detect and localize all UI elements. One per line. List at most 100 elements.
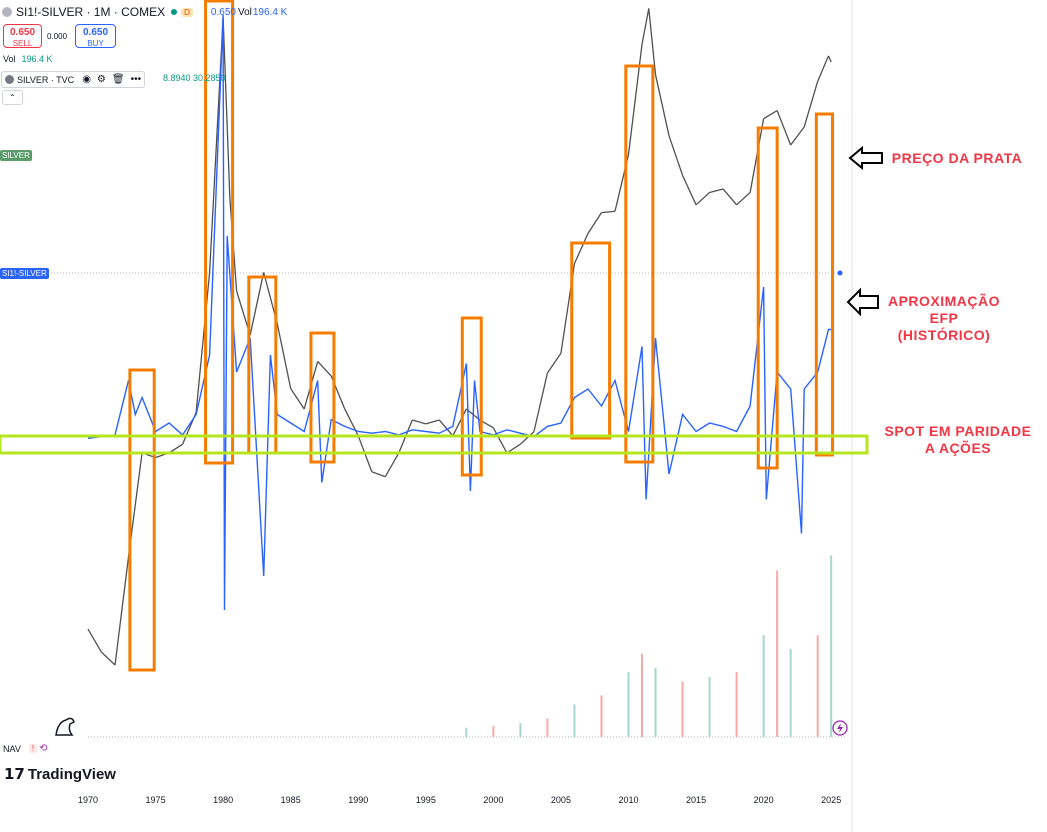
price-segment — [290, 388, 305, 410]
price-segment — [654, 74, 670, 136]
overlay-values: 8.8940 30.2850 — [163, 73, 226, 83]
price-segment — [519, 431, 535, 445]
sell-button[interactable]: 0.650 SELL — [3, 24, 42, 48]
highlight-box — [204, 0, 235, 465]
price-segment — [803, 81, 819, 128]
highlight-box — [756, 126, 779, 470]
volume-bar — [641, 653, 644, 737]
data-badge[interactable]: D — [181, 7, 193, 17]
lightning-glyph-icon — [837, 723, 843, 733]
x-tick-label: 2020 — [754, 795, 774, 805]
price-segment — [695, 192, 711, 206]
alert-icon[interactable]: ! — [28, 744, 38, 753]
volume-bar — [654, 667, 657, 737]
price-readout: 0.650 — [210, 6, 236, 18]
price-segment — [573, 233, 589, 264]
buy-button[interactable]: 0.650 BUY — [75, 24, 116, 48]
price-segment — [641, 8, 650, 45]
efp-annotation-line2: (HISTÓRICO) — [897, 327, 991, 343]
price-segment — [722, 188, 738, 206]
settings-icon[interactable]: ⚙ — [96, 74, 106, 85]
eye-icon[interactable]: ◉ — [82, 74, 91, 85]
volume-bar — [573, 704, 576, 737]
price-segment — [87, 628, 103, 653]
efp-arrow-icon — [846, 287, 879, 317]
spread-line — [87, 14, 832, 611]
volume-bar — [776, 570, 779, 737]
x-tick-label: 1975 — [146, 795, 166, 805]
x-tick-label: 2005 — [551, 795, 571, 805]
price-segment — [817, 55, 830, 82]
x-tick-label: 2025 — [821, 795, 841, 805]
volume-bar — [816, 635, 819, 737]
volume-bar — [762, 635, 765, 737]
vol-readout: Vol — [237, 6, 252, 18]
price-segment — [681, 175, 697, 206]
price-segment — [101, 651, 116, 666]
price-segment — [317, 361, 332, 377]
price-segment — [587, 212, 603, 234]
sell-label: SELL — [12, 39, 33, 48]
price-arrow-icon — [848, 145, 883, 171]
spot-annotation-line2: A AÇÕES — [924, 440, 992, 456]
price-segment — [384, 452, 400, 478]
symbol-title[interactable]: SI1!-SILVER · 1M · COMEX — [16, 5, 166, 19]
x-tick-label: 1995 — [416, 795, 436, 805]
nav-label: NAV — [3, 743, 21, 754]
highlight-box — [460, 316, 483, 477]
x-tick-label: 1985 — [281, 795, 301, 805]
price-segment — [438, 419, 454, 437]
volume-bar — [708, 676, 711, 737]
symbol-header: SI1!-SILVER · 1M · COMEX D 0.650 Vol 196… — [2, 5, 287, 19]
price-segment — [627, 44, 643, 155]
volume-bar — [681, 681, 684, 737]
price-segment — [452, 408, 467, 437]
price-segment — [827, 55, 832, 63]
price-segment — [709, 188, 724, 194]
overlay-label: SILVER · TVC — [17, 74, 75, 85]
refresh-icon[interactable]: ⟲ — [39, 743, 48, 754]
overlay-legend[interactable]: SILVER · TVC ◉ ⚙ 🗑 ••• — [1, 71, 146, 88]
spread-value: 0.000 — [47, 32, 68, 41]
dino-icon — [55, 717, 75, 736]
highlight-box — [570, 241, 612, 440]
overlay-logo-icon — [5, 75, 14, 84]
volume-bar — [600, 695, 603, 737]
price-segment — [506, 443, 521, 454]
highlight-box — [128, 368, 156, 672]
price-segment — [276, 323, 292, 389]
efp-annotation: APROXIMAÇÃO EFP (HISTÓRICO) — [880, 293, 1008, 344]
vol-legend-value: 196.4 K — [21, 54, 53, 64]
market-status-icon — [171, 9, 178, 15]
spread-last-point — [837, 270, 843, 276]
collapse-legend-button[interactable]: ⌃ — [2, 90, 23, 105]
volume-bar — [735, 672, 738, 737]
price-segment — [533, 372, 549, 432]
volume-legend: Vol 196.4 K — [3, 54, 53, 64]
more-icon[interactable]: ••• — [130, 74, 142, 85]
highlight-box — [624, 64, 655, 464]
price-segment — [371, 471, 386, 478]
price-segment — [168, 443, 183, 454]
price-segment — [492, 427, 508, 454]
spot-annotation-line1: SPOT EM PARIDADE — [884, 423, 1032, 439]
tradingview-logo[interactable]: 𝟭𝟳 TradingView — [4, 765, 116, 784]
x-tick-label: 1990 — [348, 795, 368, 805]
price-segment — [776, 110, 792, 146]
silver-price-tag: SILVER — [0, 150, 32, 161]
x-tick-label: 2010 — [618, 795, 638, 805]
highlight-box — [309, 331, 336, 464]
lightning-icon[interactable] — [832, 720, 848, 736]
x-axis: 1970 1975 1980 1985 1990 1995 2000 2005 2010 2015… — [78, 795, 841, 805]
spread-price-tag: SI1!-SILVER — [0, 268, 49, 279]
price-segment — [412, 419, 426, 425]
volume-bar — [830, 555, 833, 737]
vol-legend-label: Vol — [3, 54, 16, 64]
price-segment — [222, 17, 231, 199]
highlight-boxes — [128, 0, 835, 672]
trash-icon[interactable]: 🗑 — [111, 74, 125, 85]
volume-bar — [789, 649, 792, 737]
parity-band — [0, 434, 869, 455]
price-segment — [648, 8, 657, 75]
